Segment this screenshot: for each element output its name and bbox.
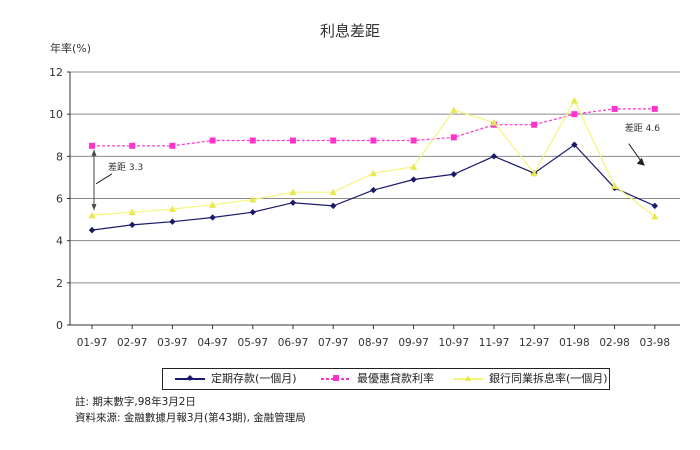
- x-tick-label: 02-98: [599, 337, 630, 349]
- data-point: [168, 205, 176, 213]
- data-point: [89, 142, 95, 149]
- data-point: [651, 212, 659, 220]
- x-tick-label: 12-97: [519, 337, 550, 349]
- data-point: [169, 218, 176, 225]
- series-2: [88, 96, 659, 220]
- annotation-arrow-head: [636, 157, 645, 166]
- series-line: [91, 99, 656, 217]
- data-point: [611, 182, 619, 189]
- data-point: [490, 153, 498, 160]
- x-tick-label: 02-97: [117, 337, 148, 349]
- series-0: [88, 141, 658, 234]
- data-point: [369, 169, 377, 177]
- data-point: [370, 186, 377, 194]
- legend-label: 定期存款(一個月): [211, 372, 297, 385]
- gap-arrow-head: [91, 204, 97, 211]
- x-tick-label: 01-97: [77, 337, 108, 349]
- data-point: [209, 201, 217, 208]
- x-tick-label: 06-97: [278, 337, 309, 349]
- x-tick-label: 11-97: [479, 337, 510, 349]
- y-tick-label: 12: [49, 66, 63, 79]
- legend: 定期存款(一個月) 最優惠貸款利率 銀行同業拆息率(一個月): [162, 368, 610, 390]
- data-point: [651, 105, 658, 112]
- data-point: [290, 137, 296, 144]
- triangle-marker-icon: [465, 375, 471, 381]
- data-point: [330, 137, 337, 144]
- data-point: [249, 196, 257, 203]
- annotation-label: 差距 3.3: [108, 161, 143, 173]
- x-tick-label: 10-97: [439, 337, 470, 349]
- data-point: [490, 119, 498, 126]
- data-point: [88, 211, 96, 219]
- diamond-marker-icon: [187, 375, 193, 381]
- data-point: [330, 202, 337, 210]
- data-point: [289, 199, 297, 206]
- data-point: [450, 106, 458, 113]
- x-tick-label: 03-97: [157, 337, 188, 349]
- y-tick-label: 6: [56, 193, 63, 206]
- y-axis-unit-label: 年率(%): [50, 42, 92, 55]
- data-point: [570, 96, 578, 104]
- x-tick-label: 08-97: [358, 337, 389, 349]
- data-point: [128, 208, 136, 216]
- footnote-note: 註: 期末數字,98年3月2日: [75, 396, 196, 408]
- data-point: [209, 137, 216, 144]
- y-tick-label: 8: [56, 150, 63, 163]
- chart-title: 利息差距: [319, 22, 380, 40]
- data-point: [530, 169, 538, 177]
- y-tick-label: 2: [56, 277, 63, 290]
- y-tick-label: 4: [56, 235, 63, 248]
- x-tick-label: 01-98: [559, 337, 590, 349]
- legend-label: 銀行同業拆息率(一個月): [489, 372, 608, 385]
- data-point: [129, 221, 136, 229]
- data-point: [289, 188, 297, 196]
- data-point: [410, 137, 417, 144]
- data-point: [450, 171, 457, 178]
- x-tick-label: 03-98: [640, 337, 671, 349]
- series-1: [89, 105, 658, 149]
- data-point: [169, 142, 176, 149]
- annotation-label: 差距 4.6: [625, 122, 660, 134]
- annotations: 差距 3.3 差距 4.6: [91, 122, 660, 211]
- data-point: [611, 105, 618, 112]
- x-tick-label: 04-97: [197, 337, 228, 349]
- data-point: [571, 141, 578, 148]
- data-point: [249, 209, 256, 216]
- data-point: [651, 202, 658, 210]
- x-tick-label: 05-97: [238, 337, 269, 349]
- data-point: [249, 137, 256, 144]
- data-point: [129, 142, 136, 149]
- y-tick-label: 0: [56, 319, 63, 332]
- gap-arrow-head: [91, 149, 97, 156]
- axes: 0 2 4 6 8 10 12 01-97 02-97 03-97 04-97 05-97 06-97 0…: [49, 66, 680, 349]
- data-point: [329, 188, 337, 196]
- data-point: [209, 214, 216, 221]
- data-point: [410, 163, 418, 170]
- x-tick-label: 07-97: [318, 337, 349, 349]
- footnote-source: 資料來源: 金融數據月報3月(第43期), 金融管理局: [75, 412, 306, 424]
- data-point: [571, 111, 578, 118]
- series-group: [88, 96, 659, 234]
- data-point: [370, 137, 377, 144]
- data-point: [88, 226, 96, 234]
- x-tick-label: 09-97: [398, 337, 429, 349]
- data-point: [531, 121, 538, 128]
- annotation-pointer: [95, 173, 113, 185]
- data-point: [410, 176, 417, 183]
- grid-lines: [70, 71, 680, 284]
- data-point: [450, 134, 457, 141]
- square-marker-icon: [333, 375, 339, 381]
- y-tick-label: 10: [49, 108, 63, 121]
- legend-label: 最優惠貸款利率: [357, 372, 434, 385]
